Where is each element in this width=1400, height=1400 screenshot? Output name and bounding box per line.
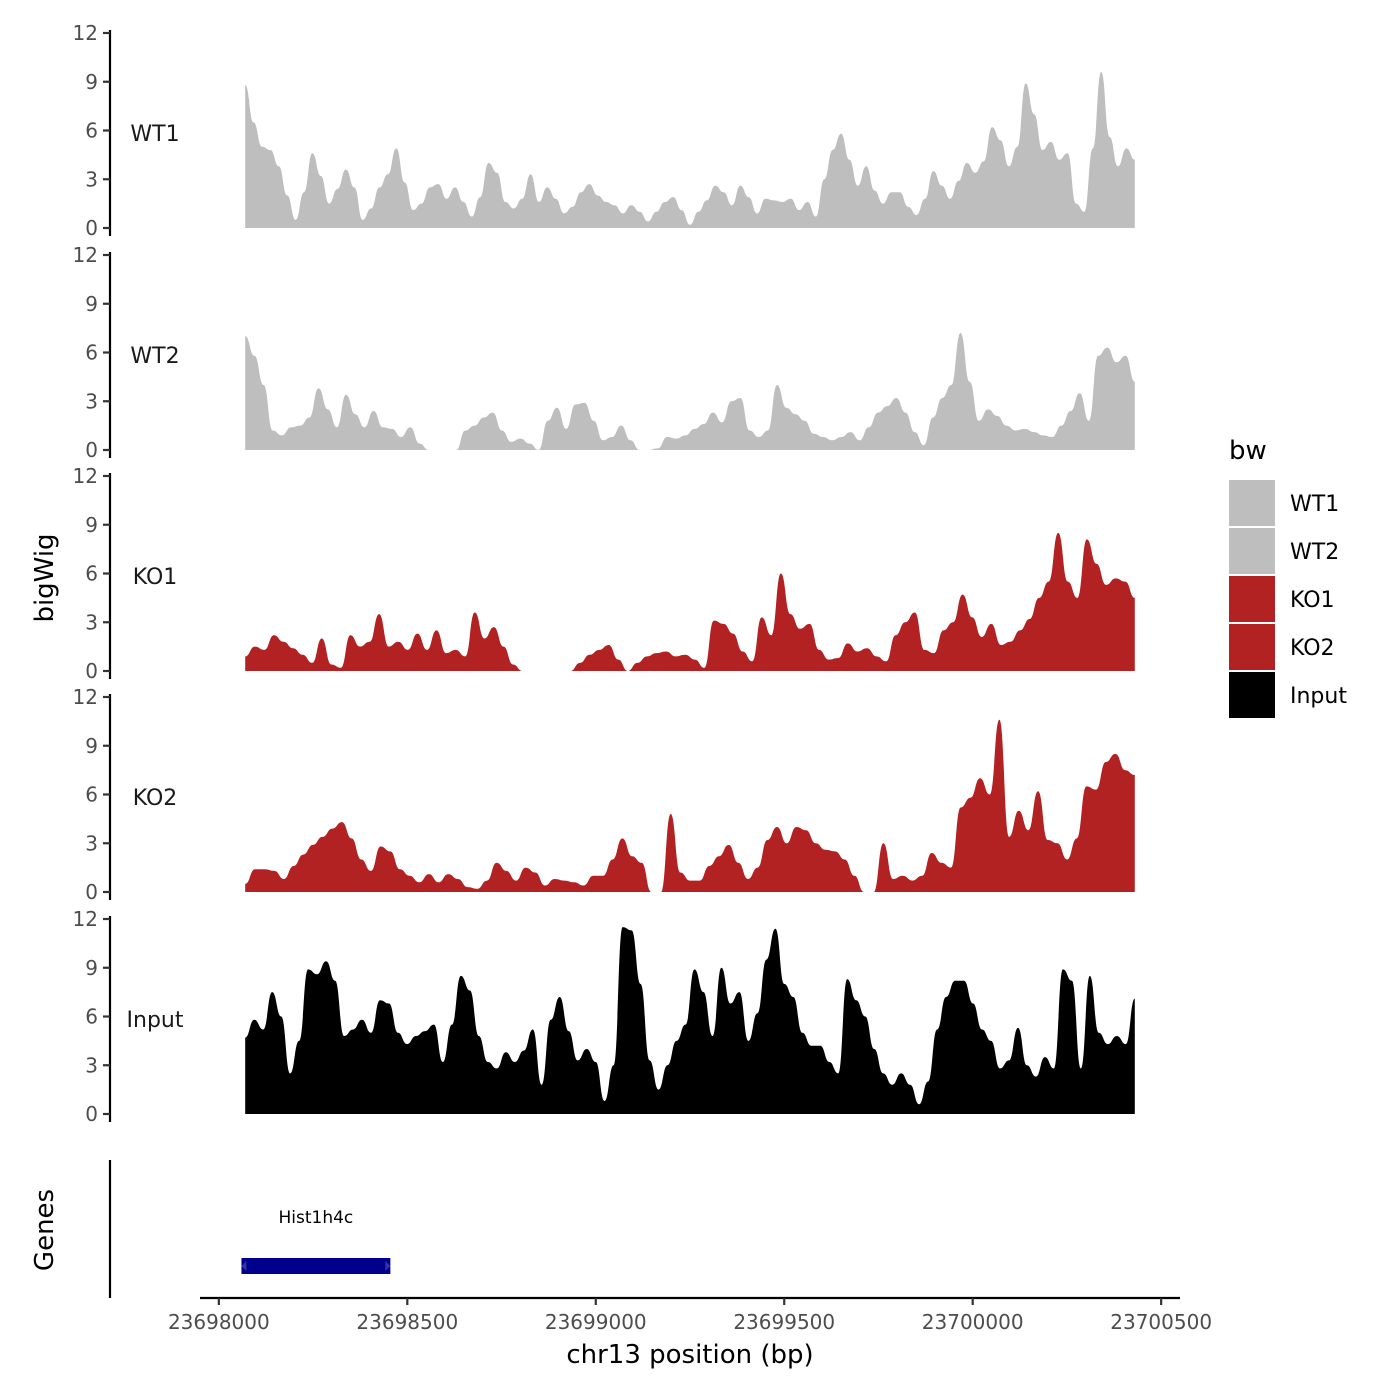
- y-tick-label: 3: [85, 610, 98, 634]
- y-tick-label: 0: [85, 216, 98, 240]
- y-tick-label: 12: [73, 685, 98, 709]
- legend-swatch: [1229, 480, 1275, 526]
- y-tick-label: 6: [85, 1005, 98, 1029]
- y-tick-label: 3: [85, 1053, 98, 1077]
- x-axis-title: chr13 position (bp): [566, 1340, 813, 1370]
- x-tick-label: 23699000: [545, 1310, 647, 1334]
- legend-item-ko1: KO1: [1229, 576, 1335, 622]
- track-wt1: 0 3 6 9 12 WT1: [73, 21, 1135, 240]
- x-tick-label: 23698000: [168, 1310, 270, 1334]
- legend-item-ko2: KO2: [1229, 624, 1335, 670]
- y-tick-label: 9: [85, 734, 98, 758]
- area-wt1: [245, 72, 1135, 228]
- y-tick-label: 9: [85, 513, 98, 537]
- legend-item-wt1: WT1: [1229, 480, 1339, 526]
- legend-label: KO1: [1290, 588, 1335, 613]
- bigwig-tracks: 0 3 6 9 12 WT1 0 3 6 9 12 WT2 0 3 6 9 12 KO1 0 3 6 9 12 KO2 0 3 6 9…: [73, 21, 1135, 1126]
- legend-label: Input: [1290, 684, 1347, 709]
- area-input: [245, 927, 1135, 1114]
- legend-swatch: [1229, 624, 1275, 670]
- x-axis: 23698000 23698500 23699000 23699500 23700000…: [168, 1296, 1212, 1334]
- track-wt2: 0 3 6 9 12 WT2: [73, 243, 1135, 462]
- legend-title: bw: [1229, 436, 1267, 466]
- track-ko2: 0 3 6 9 12 KO2: [73, 685, 1135, 904]
- legend-swatch: [1229, 528, 1275, 574]
- y-tick-label: 6: [85, 783, 98, 807]
- gene-end-marker: [385, 1261, 391, 1271]
- y-tick-label: 12: [73, 907, 98, 931]
- area-ko2: [245, 719, 1135, 892]
- y-axis-title: bigWig: [30, 533, 60, 622]
- y-tick-label: 3: [85, 167, 98, 191]
- legend-swatch: [1229, 576, 1275, 622]
- track-label: KO1: [133, 565, 178, 590]
- y-tick-label: 0: [85, 880, 98, 904]
- track-ko1: 0 3 6 9 12 KO1: [73, 464, 1135, 683]
- gene-start-marker: [241, 1261, 247, 1271]
- y-tick-label: 6: [85, 119, 98, 143]
- area-ko1: [245, 532, 1135, 671]
- y-tick-label: 12: [73, 21, 98, 45]
- y-tick-label: 12: [73, 464, 98, 488]
- y-tick-label: 12: [73, 243, 98, 267]
- y-tick-label: 0: [85, 1102, 98, 1126]
- track-label: WT1: [130, 122, 179, 147]
- y-tick-label: 6: [85, 341, 98, 365]
- gene-label: Hist1h4c: [279, 1208, 354, 1228]
- track-label: WT2: [130, 344, 179, 369]
- gene-body: [241, 1258, 391, 1274]
- legend-item-input: Input: [1229, 672, 1347, 718]
- y-tick-label: 3: [85, 831, 98, 855]
- gene-hist1h4c: Hist1h4c: [241, 1208, 391, 1274]
- x-tick-label: 23700000: [922, 1310, 1024, 1334]
- area-wt2: [245, 333, 1135, 450]
- legend: bw WT1 WT2 KO1 KO2 Input: [1229, 436, 1347, 718]
- y-tick-label: 0: [85, 659, 98, 683]
- y-tick-label: 0: [85, 438, 98, 462]
- x-tick-label: 23700500: [1110, 1310, 1212, 1334]
- track-input: 0 3 6 9 12 Input: [73, 907, 1135, 1126]
- track-label: Input: [127, 1008, 184, 1033]
- x-tick-label: 23698500: [356, 1310, 458, 1334]
- genes-panel: Hist1h4c: [108, 1160, 391, 1298]
- y-tick-label: 9: [85, 292, 98, 316]
- genes-axis-title: Genes: [30, 1189, 60, 1271]
- y-tick-label: 6: [85, 562, 98, 586]
- y-tick-label: 9: [85, 70, 98, 94]
- legend-label: WT1: [1290, 492, 1339, 517]
- y-tick-label: 9: [85, 956, 98, 980]
- legend-label: KO2: [1290, 636, 1335, 661]
- track-label: KO2: [133, 786, 178, 811]
- legend-swatch: [1229, 672, 1275, 718]
- x-tick-label: 23699500: [733, 1310, 835, 1334]
- legend-label: WT2: [1290, 540, 1339, 565]
- legend-item-wt2: WT2: [1229, 528, 1339, 574]
- y-tick-label: 3: [85, 389, 98, 413]
